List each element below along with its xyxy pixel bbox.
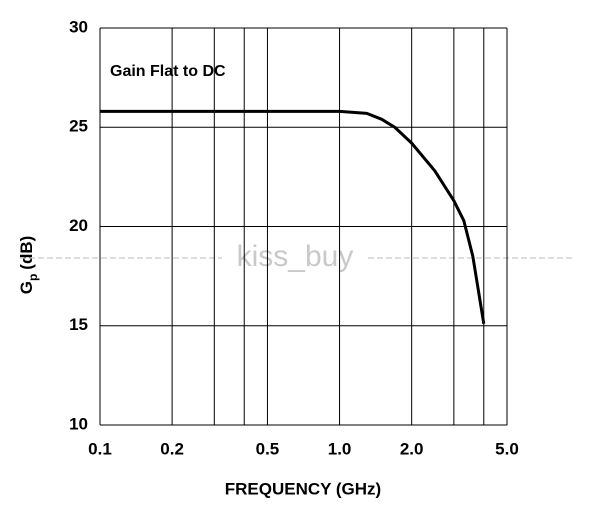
x-tick-label: 5.0 [495, 439, 519, 458]
y-tick-label: 25 [69, 117, 88, 136]
x-tick-label: 2.0 [400, 439, 424, 458]
y-axis-label: Gp (dB) [17, 236, 40, 295]
y-tick-label: 20 [69, 216, 88, 235]
y-tick-label: 10 [69, 414, 88, 433]
x-axis-label: FREQUENCY (GHz) [225, 479, 381, 498]
annotation: Gain Flat to DC [110, 63, 226, 80]
y-label-symbol: G [17, 281, 36, 294]
y-tick-label: 30 [69, 17, 88, 36]
x-tick-label: 0.5 [256, 439, 280, 458]
series-line [100, 109, 486, 325]
y-tick-label: 15 [69, 315, 88, 334]
y-label-unit: (dB) [17, 236, 36, 270]
x-tick-label: 0.1 [88, 439, 112, 458]
x-tick-label: 0.2 [160, 439, 184, 458]
y-label-subscript: p [26, 274, 40, 281]
x-tick-label: 1.0 [328, 439, 352, 458]
watermark: kiss_buy [237, 240, 354, 273]
